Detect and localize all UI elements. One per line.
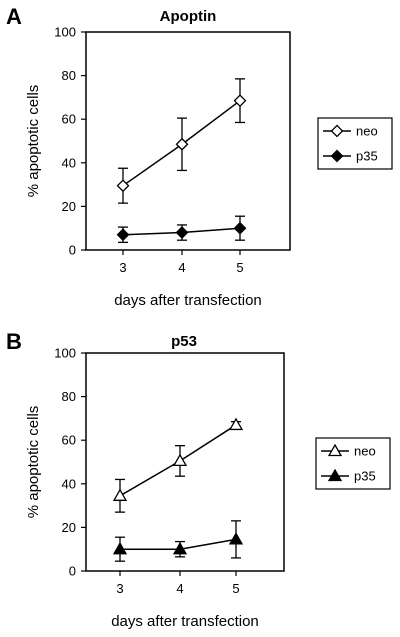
legend-label-neo: neo xyxy=(354,444,376,459)
data-point-neo-4 xyxy=(172,453,188,467)
data-point-p35-3 xyxy=(116,228,130,242)
plot-area-b: 0 20 40 60 80 100 3 4 5 xyxy=(54,346,244,596)
series-neo xyxy=(112,417,244,513)
panel-letter-a: A xyxy=(6,4,22,29)
legend-entry-p35: p35 xyxy=(321,469,376,484)
legend-marker-p35 xyxy=(330,149,344,163)
data-point-p35-4 xyxy=(175,226,189,239)
plot-area-a: 0 20 40 60 80 100 3 4 5 xyxy=(54,25,247,275)
series-p35 xyxy=(116,215,247,244)
data-point-neo-5 xyxy=(228,417,244,431)
y-tick-label-100: 100 xyxy=(54,25,76,40)
x-tick-label-3: 3 xyxy=(116,581,123,596)
y-tick-label-0: 0 xyxy=(69,243,76,258)
x-tick-label-4: 4 xyxy=(178,260,185,275)
chart-title-b: p53 xyxy=(171,333,197,350)
legend-entry-neo: neo xyxy=(323,124,378,139)
legend-label-neo: neo xyxy=(356,124,378,139)
plot-frame-a xyxy=(85,31,291,251)
series-p35 xyxy=(112,520,244,562)
legend-label-p35: p35 xyxy=(356,149,378,164)
x-axis-label-a: days after transfection xyxy=(114,292,262,309)
x-tick-label-5: 5 xyxy=(236,260,243,275)
chart-title-a: Apoptin xyxy=(160,8,217,25)
x-tick-label-4: 4 xyxy=(176,581,183,596)
legend-marker-neo xyxy=(327,443,343,457)
data-point-p35-5 xyxy=(228,532,244,545)
x-tick-label-5: 5 xyxy=(232,581,239,596)
legend-box xyxy=(317,117,393,170)
y-tick-label-40: 40 xyxy=(62,476,76,491)
x-tick-label-3: 3 xyxy=(119,260,126,275)
data-point-neo-4 xyxy=(175,137,189,151)
y-axis-label-b: % apoptotic cells xyxy=(25,406,42,519)
y-tick-label-80: 80 xyxy=(62,68,76,83)
legend-marker-p35 xyxy=(327,468,343,482)
data-point-neo-3 xyxy=(116,179,130,193)
y-tick-label-60: 60 xyxy=(62,433,76,448)
panel-a: A Apoptin % apoptotic cells days after t… xyxy=(6,4,393,309)
data-point-neo-3 xyxy=(112,488,128,501)
legend-label-p35: p35 xyxy=(354,469,376,484)
y-tick-label-100: 100 xyxy=(54,346,76,361)
legend-entry-neo: neo xyxy=(321,444,376,459)
legend-a: neo p35 xyxy=(317,117,393,170)
legend-entry-p35: p35 xyxy=(323,149,378,164)
data-point-p35-4 xyxy=(172,541,188,555)
y-tick-label-20: 20 xyxy=(62,520,76,535)
y-tick-label-80: 80 xyxy=(62,389,76,404)
panel-letter-b: B xyxy=(6,329,22,354)
legend-b: neo p35 xyxy=(315,437,391,490)
y-tick-label-20: 20 xyxy=(62,199,76,214)
y-axis-label-a: % apoptotic cells xyxy=(25,85,42,198)
x-axis-label-b: days after transfection xyxy=(111,613,259,630)
data-point-p35-3 xyxy=(112,541,128,555)
y-tick-label-40: 40 xyxy=(62,155,76,170)
plot-frame-b xyxy=(85,352,285,572)
legend-marker-neo xyxy=(330,124,344,138)
legend-box xyxy=(315,437,391,490)
data-point-neo-5 xyxy=(233,94,247,108)
y-tick-label-0: 0 xyxy=(69,564,76,579)
data-point-p35-5 xyxy=(233,221,247,235)
y-tick-label-60: 60 xyxy=(62,112,76,127)
panel-b: B p53 % apoptotic cells days after trans… xyxy=(6,329,391,630)
series-neo xyxy=(116,78,247,204)
